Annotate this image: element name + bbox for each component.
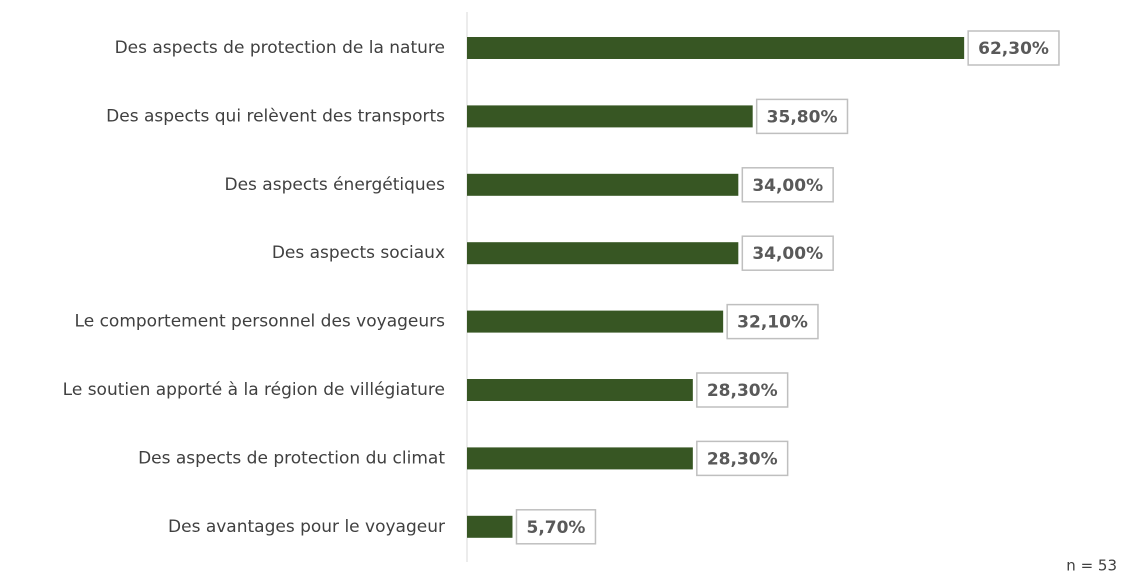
bar <box>467 515 513 538</box>
value-label-box <box>696 372 789 408</box>
category-label: Des aspects qui relèvent des transports <box>106 106 445 126</box>
value-label-box <box>741 235 834 271</box>
value-label: 62,30% <box>978 39 1049 59</box>
annotation: n = 53 <box>1066 557 1117 575</box>
bar <box>467 379 693 401</box>
value-label: 5,70% <box>526 518 585 538</box>
value-label-box <box>741 167 834 203</box>
category-label: Le comportement personnel des voyageurs <box>75 312 446 332</box>
category-label: Des aspects énergétiques <box>224 175 445 195</box>
bar <box>467 37 965 59</box>
value-label-box <box>967 30 1060 66</box>
bar <box>467 173 739 196</box>
value-label: 28,30% <box>707 449 778 469</box>
bar <box>467 105 753 128</box>
value-label-box <box>755 98 849 135</box>
bar <box>467 310 724 333</box>
value-label: 28,30% <box>707 381 778 401</box>
value-label: 34,00% <box>752 244 823 264</box>
category-label: Des avantages pour le voyageur <box>168 517 445 537</box>
value-label: 35,80% <box>767 107 838 127</box>
value-label-box <box>726 303 819 340</box>
category-label: Des aspects de protection du climat <box>138 448 445 468</box>
value-label: 32,10% <box>737 313 808 333</box>
value-label: 34,00% <box>752 176 823 196</box>
bar <box>467 447 693 470</box>
bar <box>467 242 739 265</box>
category-label: Des aspects de protection de la nature <box>115 38 445 58</box>
category-label: Le soutien apporté à la région de villég… <box>63 380 445 400</box>
category-label: Des aspects sociaux <box>272 243 445 263</box>
value-label-box <box>696 440 789 477</box>
value-label-box <box>515 509 597 545</box>
